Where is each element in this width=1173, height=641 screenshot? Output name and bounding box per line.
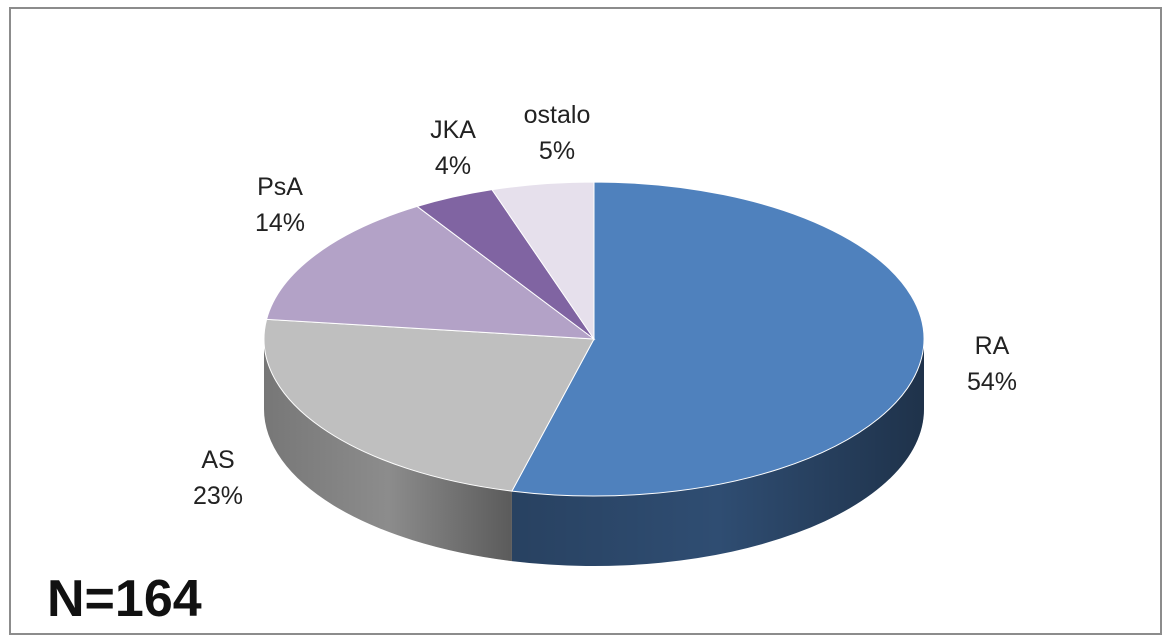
slice-label-psa-name: PsA — [257, 173, 303, 201]
slice-label-ostalo-name: ostalo — [523, 101, 591, 129]
slice-label-psa-value: 14% — [254, 209, 306, 237]
slice-label-as: AS 23% — [193, 442, 243, 514]
pie-sides — [264, 339, 924, 566]
slice-label-as-name: AS — [201, 446, 235, 474]
slice-label-jka-name: JKA — [430, 116, 476, 144]
chart-frame: RA 54% AS 23% PsA 14% JKA 4% ostalo 5% N… — [9, 7, 1162, 635]
slice-label-as-value: 23% — [192, 482, 244, 510]
pie-tops — [263, 181, 925, 497]
slice-label-ostalo: ostalo 5% — [524, 97, 591, 169]
slice-label-jka-value: 4% — [434, 152, 472, 180]
pie-side-shade-as — [264, 339, 512, 562]
pie-slice-ra — [511, 181, 925, 497]
slice-label-psa: PsA 14% — [255, 169, 305, 241]
slice-label-jka: JKA 4% — [430, 112, 476, 184]
pie-chart — [263, 181, 925, 566]
pie-slice-psa — [265, 205, 596, 340]
slice-label-ostalo-value: 5% — [538, 137, 576, 165]
pie-side-shade-ra — [511, 339, 924, 566]
pie-slice-as — [263, 318, 595, 492]
slice-label-ra: RA 54% — [967, 328, 1017, 400]
slice-label-ra-value: 54% — [966, 368, 1018, 396]
pie-slice-ostalo — [491, 181, 595, 341]
sample-size-note: N=164 — [47, 570, 202, 628]
slice-label-ra-name: RA — [974, 332, 1010, 360]
